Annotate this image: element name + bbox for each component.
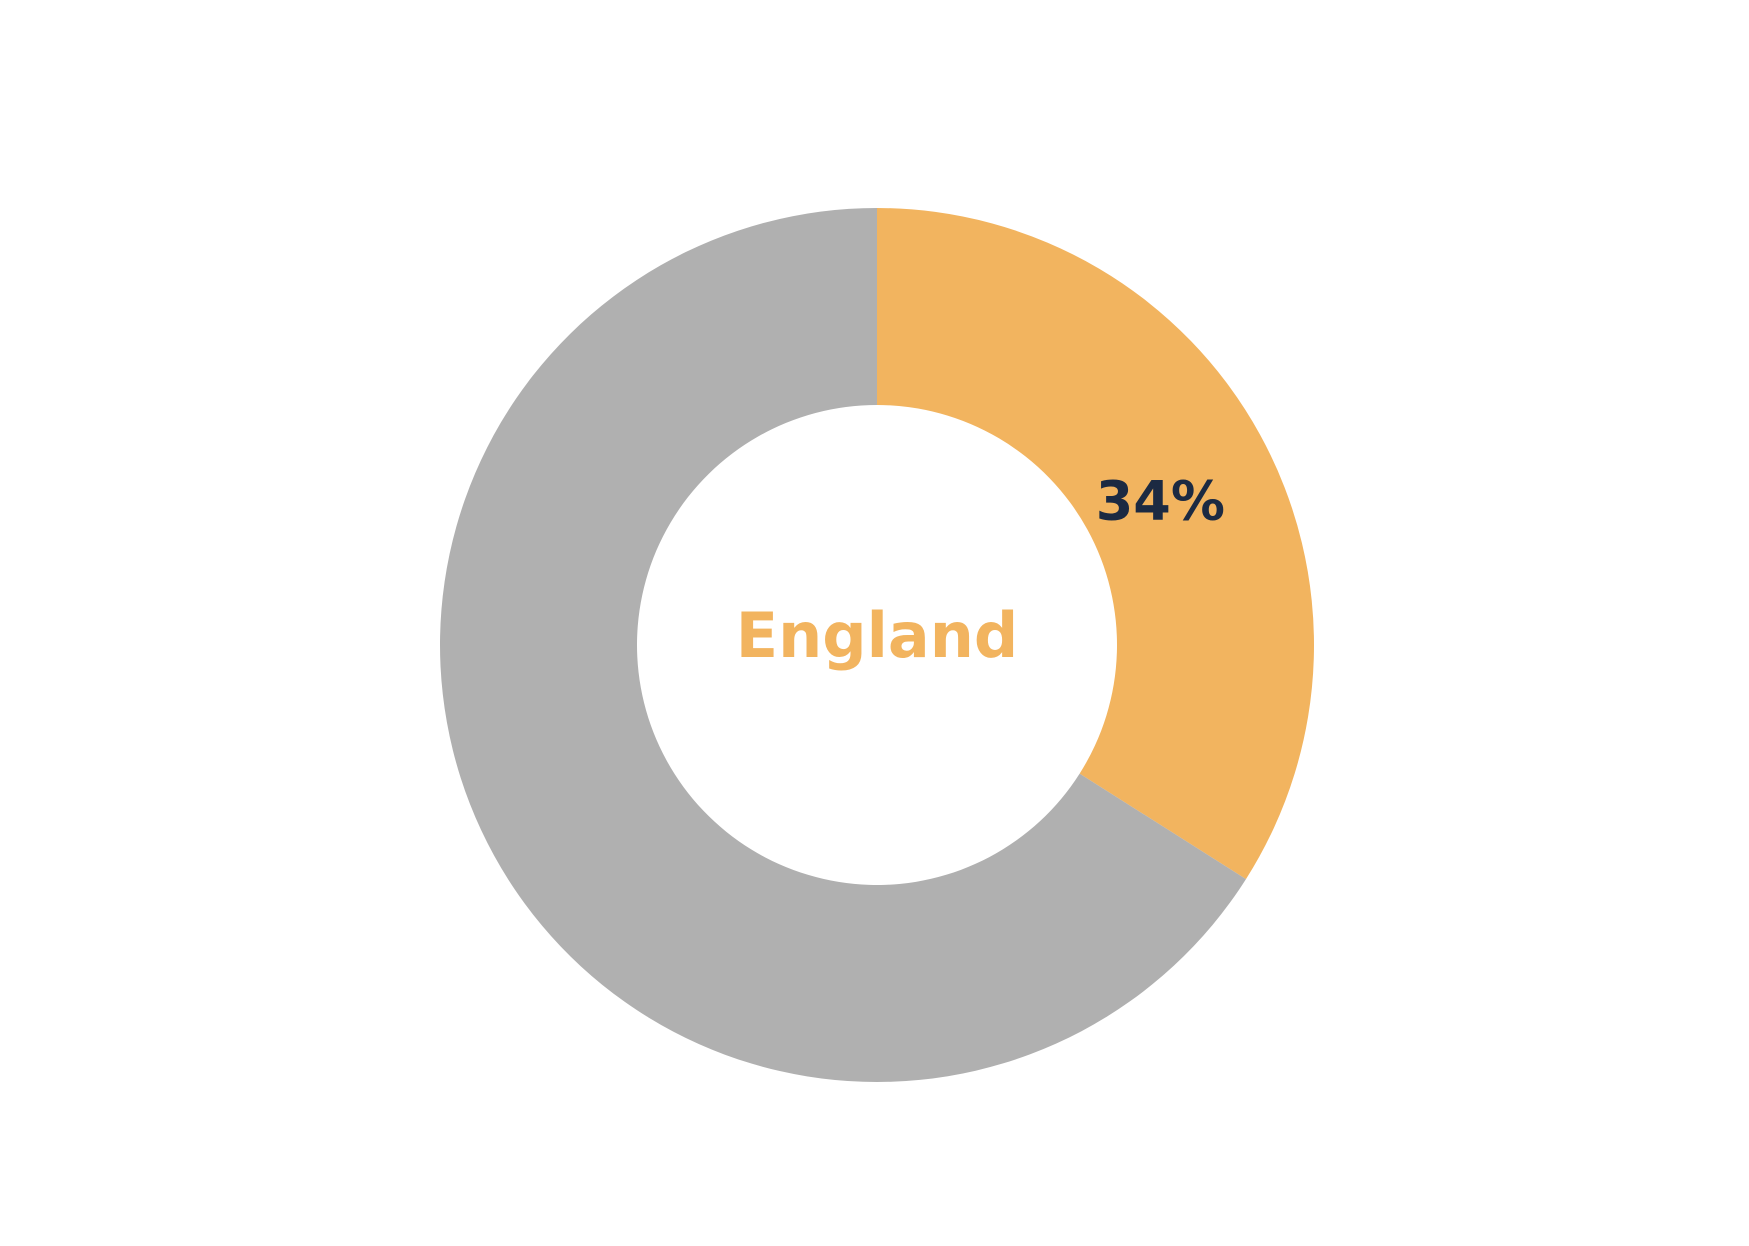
slices-layer xyxy=(439,208,1314,1082)
center-label: England xyxy=(736,599,1018,672)
donut-slice-0 xyxy=(877,208,1314,880)
slice-value-label-0: 34% xyxy=(1096,469,1225,532)
labels-layer: 34% xyxy=(1096,469,1225,532)
donut-slice-1 xyxy=(439,208,1246,1082)
